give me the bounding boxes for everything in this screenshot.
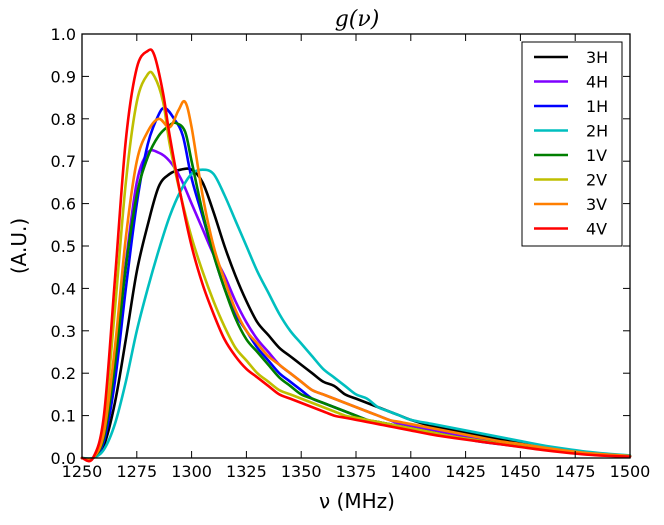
y-tick-label: 0.7 (51, 152, 76, 171)
x-tick-label: 1275 (116, 462, 157, 481)
y-axis-label: (A.U.) (7, 218, 31, 274)
x-tick-label: 1325 (226, 462, 267, 481)
x-tick-label: 1250 (62, 462, 103, 481)
series-line-4v (80, 48, 632, 463)
y-tick-label: 0.3 (51, 322, 76, 341)
tick-layer: 1250 1275 1300 1325 1350 1375 1400 1425 1450 1475… (51, 25, 651, 481)
y-tick-label: 0.2 (51, 364, 76, 383)
legend-label-2v: 2V (586, 171, 607, 190)
y-tick-label: 0.0 (51, 449, 76, 468)
x-tick-label: 1425 (445, 462, 486, 481)
series-layer (80, 48, 632, 463)
x-tick-label: 1475 (555, 462, 596, 481)
series-line-2h (80, 168, 632, 460)
y-tick-label: 1.0 (51, 25, 76, 44)
y-tick-label: 0.6 (51, 195, 76, 214)
x-tick-label: 1350 (281, 462, 322, 481)
x-tick-label: 1375 (336, 462, 377, 481)
y-tick-label: 0.4 (51, 279, 76, 298)
x-tick-label: 1450 (500, 462, 541, 481)
y-tick-label: 0.9 (51, 67, 76, 86)
series-line-3h (80, 167, 632, 461)
legend-box (521, 41, 623, 247)
legend-label-3v: 3V (586, 195, 607, 214)
legend-label-1h: 1H (586, 97, 608, 116)
legend-label-3h: 3H (586, 48, 608, 67)
legend: 3H 4H 1H 2H 1V 2V 3V 4V (521, 41, 623, 247)
chart-title: g(ν) (335, 7, 380, 32)
x-tick-label: 1500 (610, 462, 651, 481)
legend-label-2h: 2H (586, 122, 608, 141)
series-line-3v (80, 99, 632, 462)
y-tick-label: 0.5 (51, 237, 76, 256)
y-tick-label: 0.1 (51, 407, 76, 426)
x-tick-label: 1300 (171, 462, 212, 481)
y-tick-label: 0.8 (51, 110, 76, 129)
x-axis-label: ν (MHz) (319, 489, 395, 513)
legend-label-4h: 4H (586, 73, 608, 92)
legend-label-4v: 4V (586, 220, 607, 239)
x-tick-label: 1400 (390, 462, 431, 481)
legend-label-1v: 1V (586, 146, 607, 165)
